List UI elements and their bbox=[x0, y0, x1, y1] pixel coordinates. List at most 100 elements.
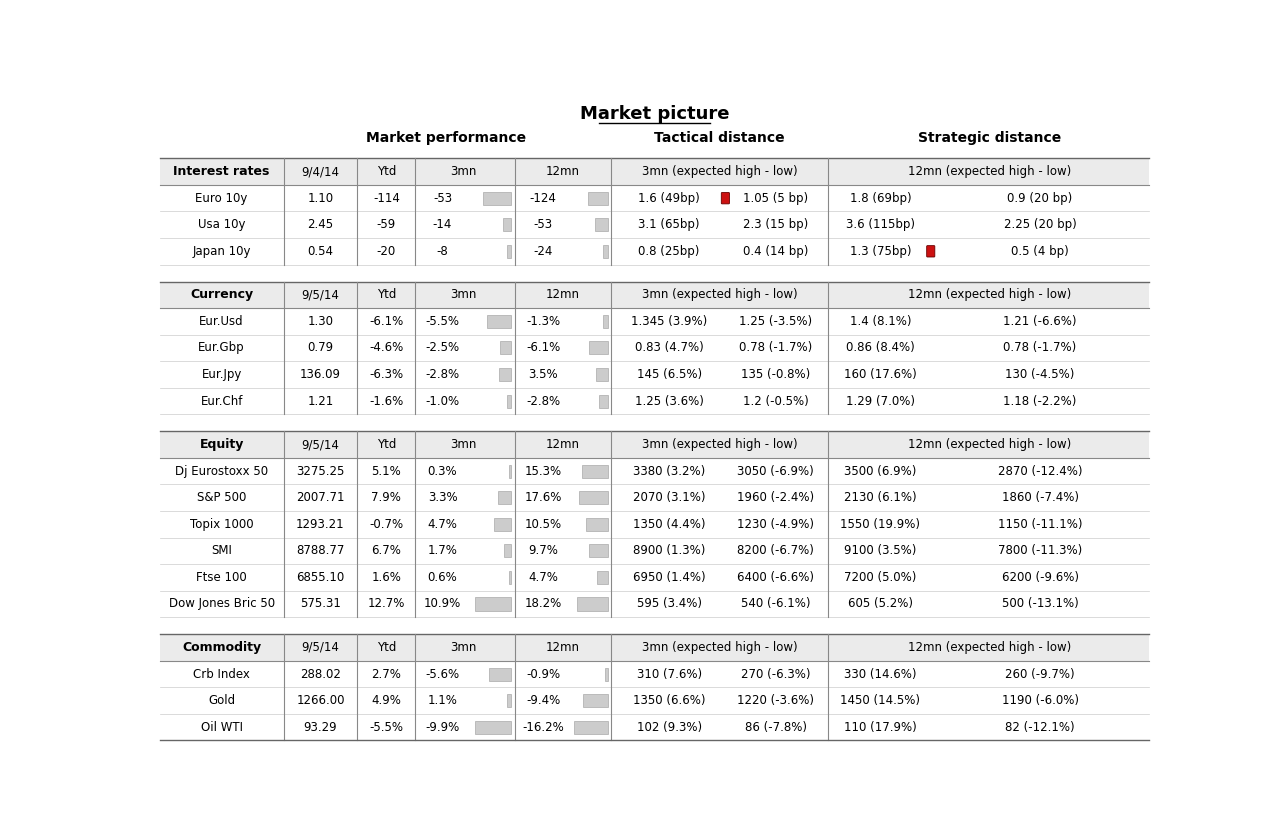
Text: 2870 (-12.4%): 2870 (-12.4%) bbox=[997, 464, 1083, 477]
Text: -24: -24 bbox=[534, 245, 553, 258]
Text: -16.2%: -16.2% bbox=[522, 721, 564, 734]
Text: 9/5/14: 9/5/14 bbox=[301, 288, 340, 301]
Text: 0.3%: 0.3% bbox=[428, 464, 457, 477]
Text: 12mn (expected high - low): 12mn (expected high - low) bbox=[908, 438, 1071, 451]
Text: -2.5%: -2.5% bbox=[425, 342, 460, 355]
Bar bbox=[160, 282, 1149, 308]
Text: Oil WTI: Oil WTI bbox=[200, 721, 243, 734]
Text: 5.1%: 5.1% bbox=[372, 464, 401, 477]
Text: Dow Jones Bric 50: Dow Jones Bric 50 bbox=[169, 598, 275, 610]
Text: 3380 (3.2%): 3380 (3.2%) bbox=[633, 464, 705, 477]
Text: 7.9%: 7.9% bbox=[372, 491, 401, 505]
Text: 3.5%: 3.5% bbox=[529, 368, 558, 381]
Text: 12mn: 12mn bbox=[545, 165, 580, 178]
Text: 10.5%: 10.5% bbox=[525, 518, 562, 531]
Text: 12mn (expected high - low): 12mn (expected high - low) bbox=[908, 641, 1071, 654]
Text: 3mn: 3mn bbox=[451, 438, 478, 451]
Text: 0.78 (-1.7%): 0.78 (-1.7%) bbox=[739, 342, 812, 355]
Text: S&P 500: S&P 500 bbox=[197, 491, 246, 505]
Text: 0.86 (8.4%): 0.86 (8.4%) bbox=[845, 342, 914, 355]
Text: Eur.Chf: Eur.Chf bbox=[200, 395, 243, 408]
Text: Tactical distance: Tactical distance bbox=[654, 131, 785, 145]
Text: 17.6%: 17.6% bbox=[525, 491, 562, 505]
Text: 1.2 (-0.5%): 1.2 (-0.5%) bbox=[743, 395, 808, 408]
Text: 4.9%: 4.9% bbox=[372, 695, 401, 707]
Text: Currency: Currency bbox=[190, 288, 253, 301]
Text: 12mn (expected high - low): 12mn (expected high - low) bbox=[908, 165, 1071, 178]
Text: -6.1%: -6.1% bbox=[526, 342, 561, 355]
Text: Commodity: Commodity bbox=[183, 641, 262, 654]
Text: 1.1%: 1.1% bbox=[428, 695, 457, 707]
Text: -1.0%: -1.0% bbox=[425, 395, 460, 408]
Text: 500 (-13.1%): 500 (-13.1%) bbox=[1001, 598, 1078, 610]
Bar bbox=[603, 314, 608, 328]
Text: -5.5%: -5.5% bbox=[425, 314, 460, 328]
Text: -4.6%: -4.6% bbox=[369, 342, 404, 355]
Text: 18.2%: 18.2% bbox=[525, 598, 562, 610]
Text: 12mn: 12mn bbox=[545, 641, 580, 654]
Text: Ytd: Ytd bbox=[377, 438, 396, 451]
Text: Gold: Gold bbox=[208, 695, 235, 707]
Text: 1.25 (3.6%): 1.25 (3.6%) bbox=[635, 395, 704, 408]
Text: 4.7%: 4.7% bbox=[428, 518, 457, 531]
Bar bbox=[507, 245, 512, 258]
Text: 2.25 (20 bp): 2.25 (20 bp) bbox=[1004, 218, 1077, 231]
Text: 135 (-0.8%): 135 (-0.8%) bbox=[741, 368, 811, 381]
Text: 145 (6.5%): 145 (6.5%) bbox=[637, 368, 702, 381]
Bar bbox=[507, 395, 512, 408]
Text: -59: -59 bbox=[377, 218, 396, 231]
Text: 6855.10: 6855.10 bbox=[296, 571, 345, 584]
Text: 1.345 (3.9%): 1.345 (3.9%) bbox=[631, 314, 707, 328]
Bar bbox=[575, 721, 608, 734]
Text: 1350 (4.4%): 1350 (4.4%) bbox=[633, 518, 705, 531]
Text: 4.7%: 4.7% bbox=[529, 571, 558, 584]
Text: -5.5%: -5.5% bbox=[369, 721, 404, 734]
Bar bbox=[487, 314, 512, 328]
Text: 1.21: 1.21 bbox=[308, 395, 333, 408]
Text: -6.1%: -6.1% bbox=[369, 314, 404, 328]
Bar bbox=[508, 571, 512, 584]
Text: 0.54: 0.54 bbox=[308, 245, 333, 258]
Text: 1.10: 1.10 bbox=[308, 192, 333, 205]
Text: 6200 (-9.6%): 6200 (-9.6%) bbox=[1001, 571, 1079, 584]
Text: 1960 (-2.4%): 1960 (-2.4%) bbox=[737, 491, 815, 505]
Text: Equity: Equity bbox=[199, 438, 244, 451]
Text: -2.8%: -2.8% bbox=[526, 395, 561, 408]
Text: -20: -20 bbox=[377, 245, 396, 258]
Text: -53: -53 bbox=[534, 218, 553, 231]
Text: 1550 (19.9%): 1550 (19.9%) bbox=[840, 518, 921, 531]
Text: 310 (7.6%): 310 (7.6%) bbox=[637, 667, 702, 681]
Bar bbox=[498, 491, 512, 505]
Text: 0.78 (-1.7%): 0.78 (-1.7%) bbox=[1004, 342, 1077, 355]
Text: 3mn: 3mn bbox=[451, 641, 478, 654]
Text: Eur.Jpy: Eur.Jpy bbox=[202, 368, 241, 381]
Bar bbox=[501, 342, 512, 355]
Bar bbox=[596, 368, 608, 381]
Text: Dj Eurostoxx 50: Dj Eurostoxx 50 bbox=[175, 464, 268, 477]
Text: Ytd: Ytd bbox=[377, 165, 396, 178]
Text: 1.25 (-3.5%): 1.25 (-3.5%) bbox=[739, 314, 812, 328]
Text: -1.6%: -1.6% bbox=[369, 395, 404, 408]
Text: SMI: SMI bbox=[211, 545, 232, 558]
Text: 1150 (-11.1%): 1150 (-11.1%) bbox=[997, 518, 1083, 531]
Bar bbox=[604, 667, 608, 681]
Text: 330 (14.6%): 330 (14.6%) bbox=[844, 667, 917, 681]
Bar bbox=[507, 694, 512, 707]
Text: 9/5/14: 9/5/14 bbox=[301, 438, 340, 451]
Bar bbox=[494, 518, 512, 531]
Text: 0.8 (25bp): 0.8 (25bp) bbox=[638, 245, 700, 258]
Text: -14: -14 bbox=[433, 218, 452, 231]
Bar bbox=[504, 545, 512, 558]
Text: 12mn (expected high - low): 12mn (expected high - low) bbox=[908, 288, 1071, 301]
Text: 9/5/14: 9/5/14 bbox=[301, 641, 340, 654]
Text: 136.09: 136.09 bbox=[300, 368, 341, 381]
Text: 1.30: 1.30 bbox=[308, 314, 333, 328]
Bar bbox=[603, 245, 608, 258]
Text: 595 (3.4%): 595 (3.4%) bbox=[637, 598, 701, 610]
Text: 9100 (3.5%): 9100 (3.5%) bbox=[844, 545, 917, 558]
Bar bbox=[586, 518, 608, 531]
FancyBboxPatch shape bbox=[927, 246, 935, 257]
Text: 1450 (14.5%): 1450 (14.5%) bbox=[840, 695, 921, 707]
Text: 1.29 (7.0%): 1.29 (7.0%) bbox=[845, 395, 914, 408]
Text: 2130 (6.1%): 2130 (6.1%) bbox=[844, 491, 917, 505]
